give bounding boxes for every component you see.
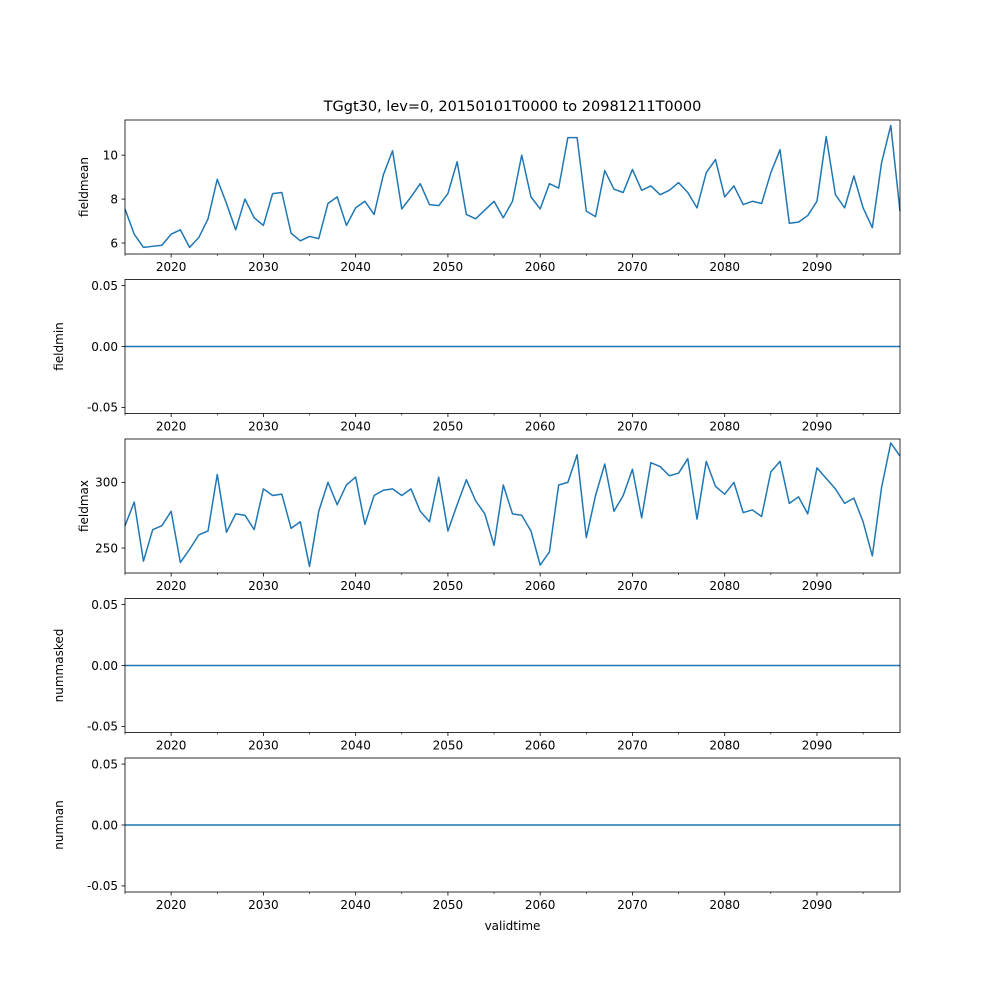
x-tick-label: 2090 [802,739,833,753]
y-tick-label: 300 [95,476,118,490]
x-tick-label: 2090 [802,260,833,274]
y-tick-label: 8 [110,192,118,206]
x-tick-label: 2030 [248,739,279,753]
y-tick-label: 0.05 [91,757,118,771]
x-tick-label: 2090 [802,579,833,593]
subplot-fieldmin: 2020 2030 2040 2050 2060 2070 2080 2090 -0.05 0.0… [52,279,901,434]
subplot-nummasked: 2020 2030 2040 2050 2060 2070 2080 2090 -0.05 0.0… [52,598,901,753]
x-tick-label: 2050 [433,739,464,753]
x-tick-label: 2060 [525,579,556,593]
x-tick-label: 2030 [248,579,279,593]
x-tick-label: 2080 [709,579,740,593]
axes-frame [124,279,901,414]
axes-frame [124,119,901,255]
y-tick-label: -0.05 [87,401,118,415]
x-tick-label: 2080 [709,420,740,434]
subplots: 2020 2030 2040 2050 2060 2070 2080 2090 6 8 10 fiel… [52,119,901,912]
x-tick-label: 2070 [617,579,648,593]
x-tick-label: 2040 [340,420,371,434]
x-tick-label: 2050 [433,260,464,274]
chart-title: TGgt30, lev=0, 20150101T0000 to 20981211… [323,99,702,115]
y-axis-label: fieldmax [77,480,91,532]
y-axis-label: nummasked [52,629,66,703]
x-tick-label: 2080 [709,739,740,753]
x-tick-label: 2050 [433,898,464,912]
x-tick-label: 2070 [617,739,648,753]
x-tick-label: 2050 [433,420,464,434]
y-tick-label: 0.00 [91,340,118,354]
x-tick-label: 2080 [709,898,740,912]
x-tick-label: 2020 [156,579,187,593]
x-tick-label: 2040 [340,260,371,274]
x-tick-label: 2050 [433,579,464,593]
axes-frame [124,598,901,733]
x-tick-label: 2040 [340,579,371,593]
y-axis-label: fieldmin [52,322,66,371]
y-tick-label: -0.05 [87,879,118,893]
axes-frame [124,757,901,893]
x-tick-label: 2080 [709,260,740,274]
y-tick-label: 0.05 [91,279,118,293]
series-line-fieldmax [124,442,901,568]
y-axis-label: fieldmean [77,157,91,217]
x-tick-label: 2090 [802,420,833,434]
x-tick-label: 2060 [525,898,556,912]
x-tick-label: 2070 [617,260,648,274]
subplot-numnan: 2020 2030 2040 2050 2060 2070 2080 2090 -0.05 0.0… [52,757,901,912]
y-tick-label: 250 [95,541,118,555]
y-tick-label: -0.05 [87,720,118,734]
y-tick-label: 0.05 [91,598,118,612]
x-tick-label: 2040 [340,898,371,912]
y-tick-label: 6 [110,236,118,250]
series-line-fieldmean [124,124,901,249]
x-tick-label: 2030 [248,420,279,434]
x-axis-label: validtime [485,919,541,933]
x-tick-label: 2060 [525,739,556,753]
x-tick-label: 2020 [156,260,187,274]
x-tick-label: 2030 [248,260,279,274]
y-tick-label: 0.00 [91,818,118,832]
y-tick-label: 10 [103,148,118,162]
y-axis-label: numnan [52,800,66,849]
x-tick-label: 2090 [802,898,833,912]
x-tick-label: 2060 [525,420,556,434]
x-tick-label: 2020 [156,739,187,753]
y-tick-label: 0.00 [91,659,118,673]
x-tick-label: 2070 [617,420,648,434]
x-tick-label: 2040 [340,739,371,753]
subplot-fieldmean: 2020 2030 2040 2050 2060 2070 2080 2090 6 8 10 fiel… [77,119,901,274]
x-tick-label: 2070 [617,898,648,912]
x-tick-label: 2030 [248,898,279,912]
axes-frame [124,438,901,574]
subplot-fieldmax: 2020 2030 2040 2050 2060 2070 2080 2090 250 300 fi… [77,438,901,593]
x-tick-label: 2060 [525,260,556,274]
x-tick-label: 2020 [156,898,187,912]
x-tick-label: 2020 [156,420,187,434]
